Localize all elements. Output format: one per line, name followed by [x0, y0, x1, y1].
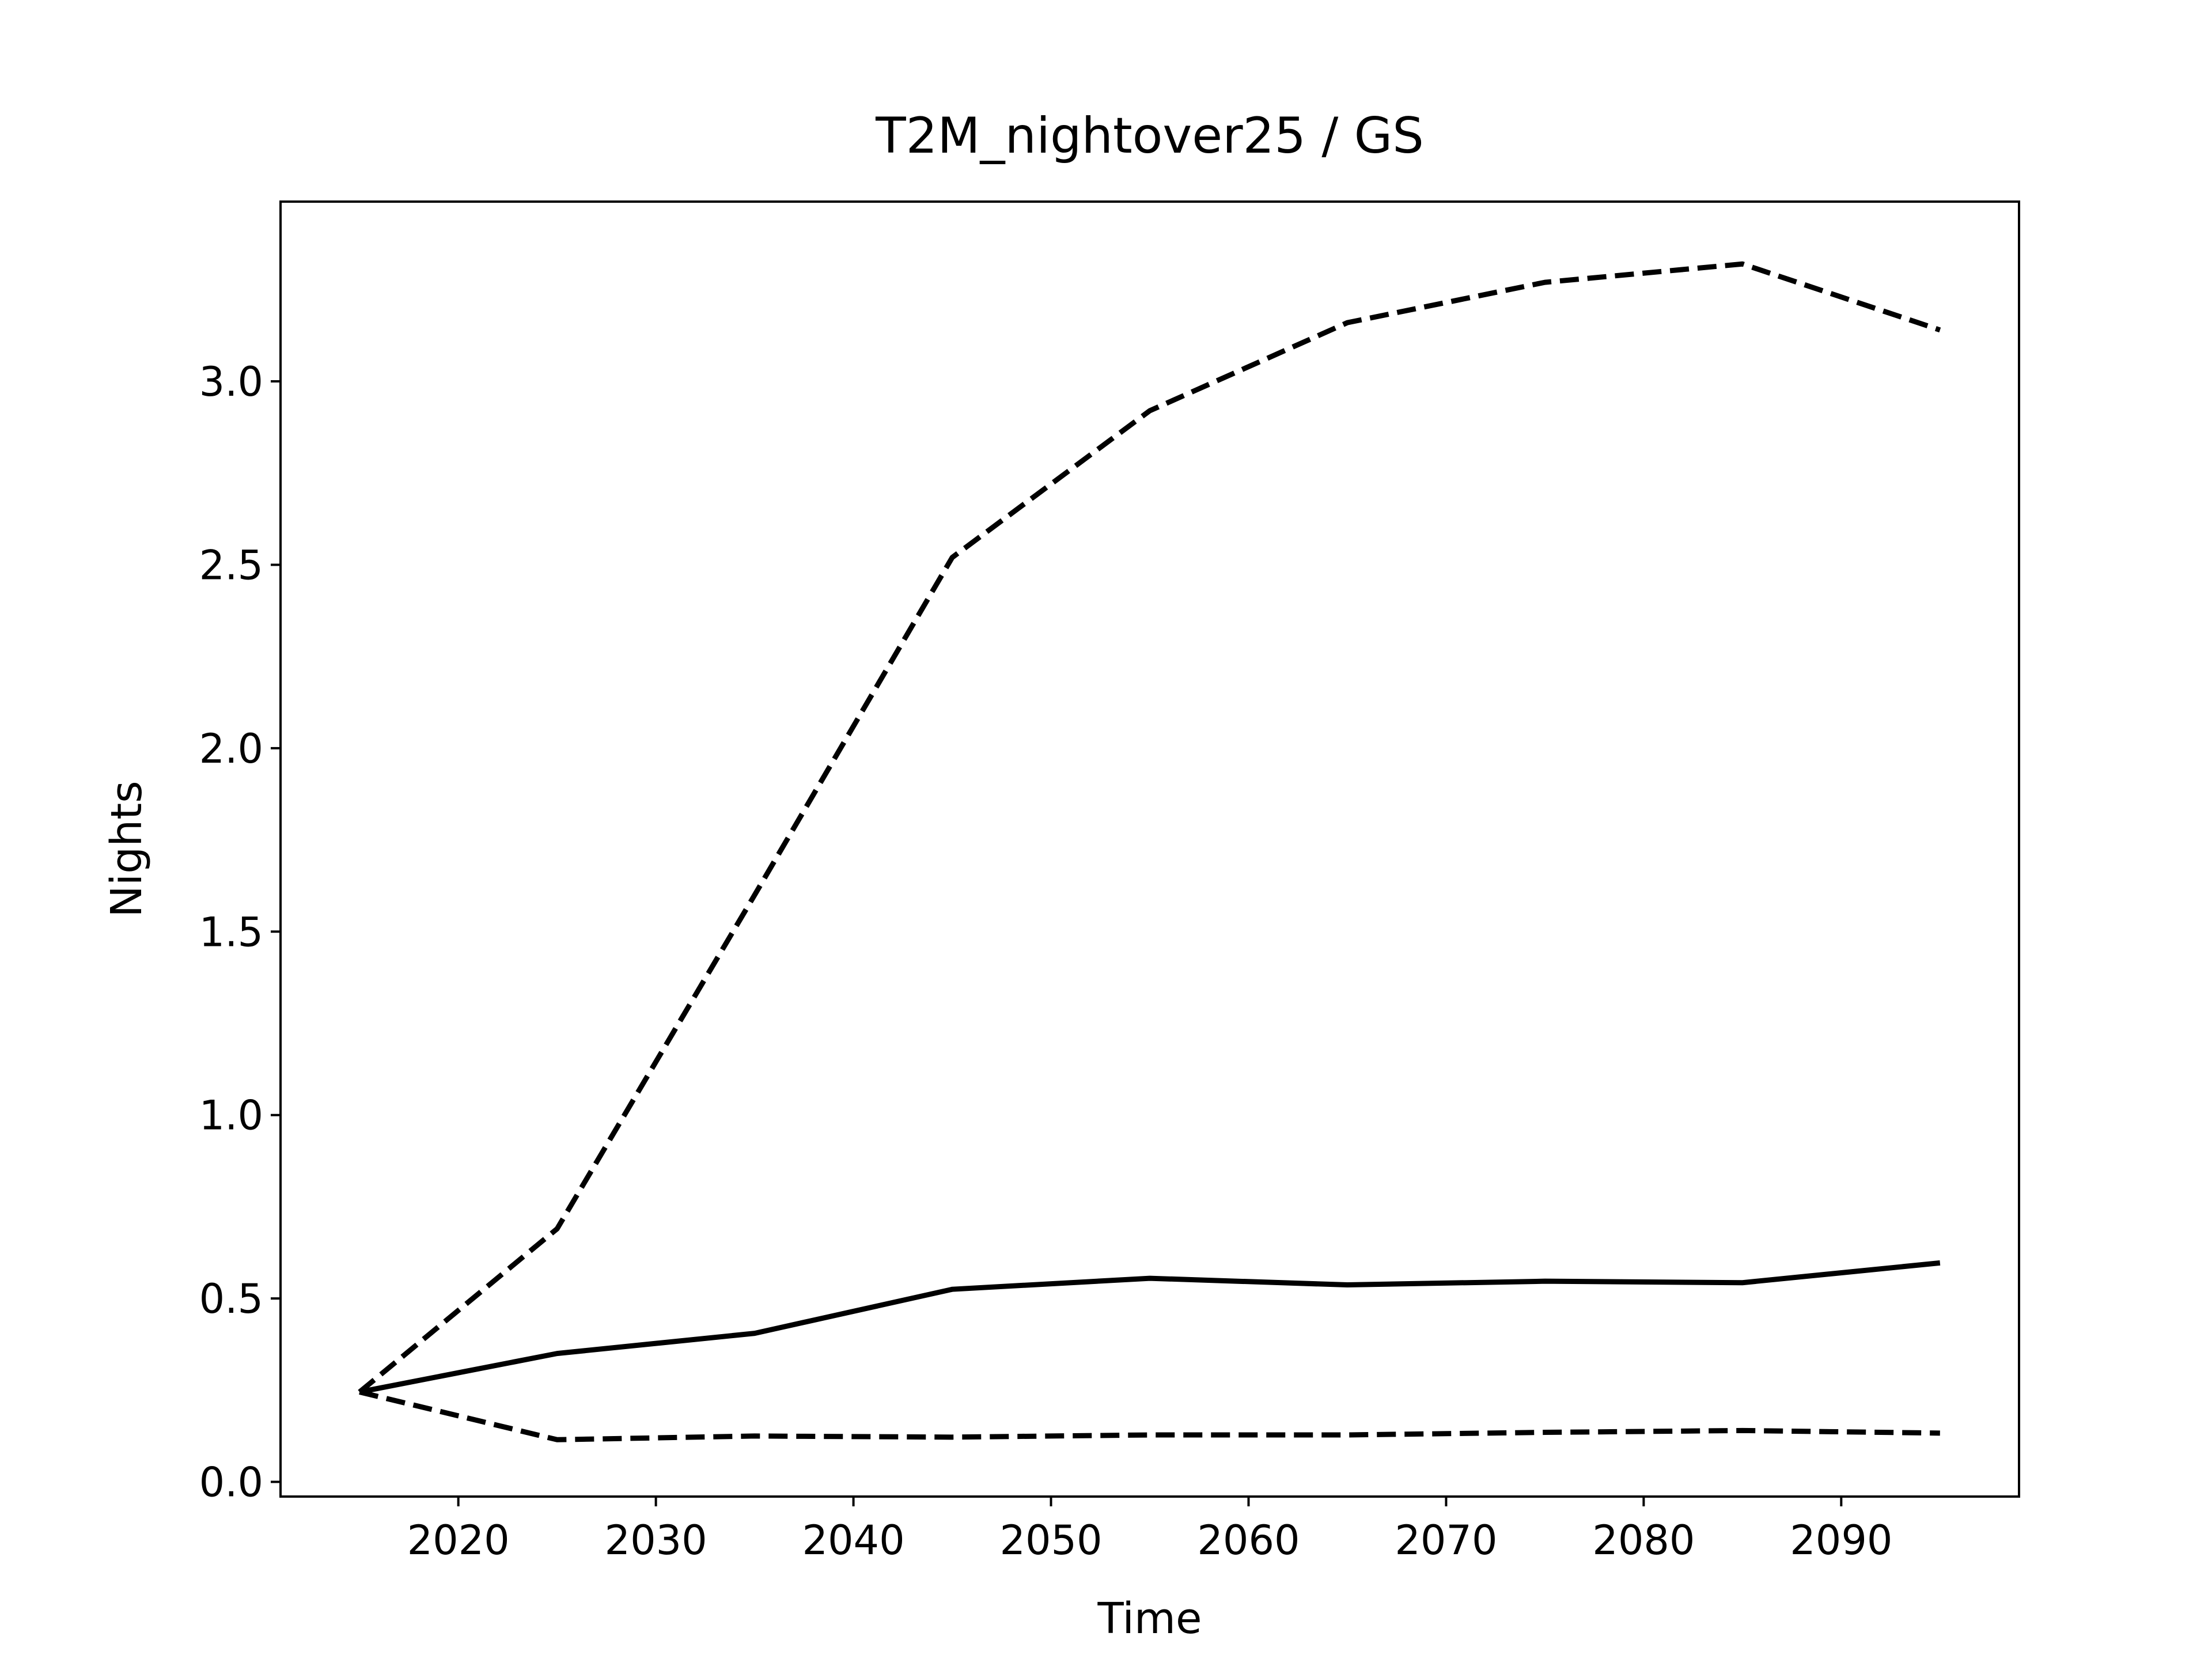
x-tick-label: 2040 — [802, 1517, 904, 1564]
plot-frame — [279, 200, 2020, 1498]
y-tick-label: 0.0 — [199, 1459, 263, 1506]
y-tick-label: 2.0 — [199, 725, 263, 772]
y-tick-label: 0.5 — [199, 1275, 263, 1323]
x-tick-label: 2050 — [999, 1517, 1102, 1564]
line-series — [359, 1260, 1941, 1395]
x-tick-label: 2060 — [1197, 1517, 1300, 1564]
x-tick-label: 2030 — [605, 1517, 707, 1564]
y-tick-label: 3.0 — [199, 358, 263, 406]
y-tick-label: 2.5 — [199, 541, 263, 589]
x-tick-label: 2070 — [1395, 1517, 1497, 1564]
x-tick-label: 2080 — [1592, 1517, 1695, 1564]
chart-title: T2M_nightover25 / GS — [875, 107, 1424, 165]
y-tick-label: 1.0 — [199, 1092, 263, 1139]
x-tick-label: 2090 — [1790, 1517, 1892, 1564]
x-axis-label: Time — [1097, 1594, 1202, 1643]
x-tick-label: 2020 — [407, 1517, 510, 1564]
y-axis-label: Nights — [102, 781, 151, 917]
line-series — [358, 261, 1941, 1394]
y-tick-label: 1.5 — [199, 908, 263, 956]
